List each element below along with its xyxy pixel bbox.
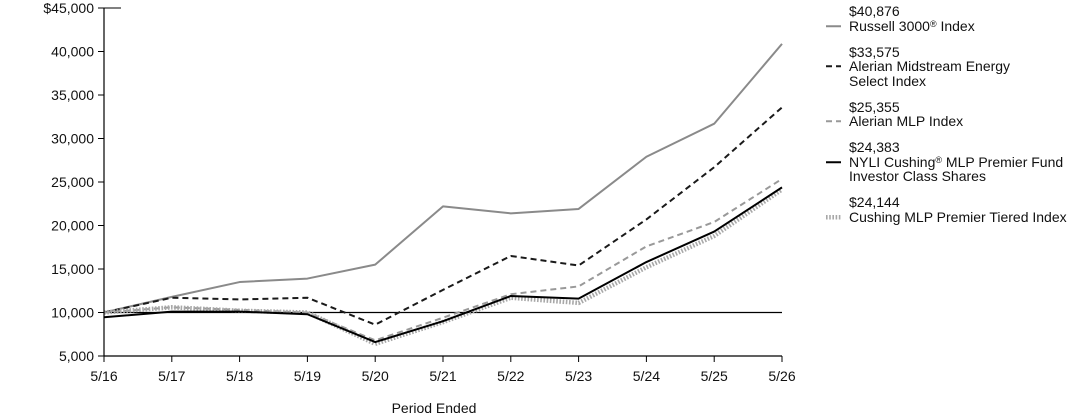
x-axis: 5/16 5/17 5/18 5/19 5/20 5/21 5/22 5/23 5/24 5/25…: [90, 355, 796, 384]
legend-row: Cushing MLP Premier Tiered Index: [826, 208, 1084, 225]
y-axis: $45,000 40,000 35,000 30,000 25,000 20,000 15,…: [43, 0, 121, 364]
legend-row: Russell 3000® Index: [826, 17, 1084, 34]
x-tick-label: 5/19: [294, 368, 321, 384]
y-tick-label: 20,000: [51, 217, 94, 233]
legend-row: Alerian Midstream Energy Select Index: [826, 59, 1084, 88]
legend-value: $33,575: [849, 43, 900, 60]
x-tick-label: 5/18: [226, 368, 253, 384]
legend-value: $24,144: [849, 194, 900, 210]
y-tick-label: 5,000: [59, 348, 94, 364]
legend-item: $40,876 Russell 3000® Index: [826, 4, 1084, 33]
y-tick-label: 10,000: [51, 304, 94, 320]
series-line: [103, 178, 783, 342]
y-tick-label: 35,000: [51, 87, 94, 103]
legend-label: Cushing MLP Premier Tiered Index: [849, 208, 1067, 225]
series-line: [103, 43, 783, 314]
y-tick-label: 40,000: [51, 43, 94, 59]
legend-row: NYLI Cushing® MLP Premier Fund Investor …: [826, 153, 1084, 184]
series-lines: [103, 43, 784, 347]
legend-value: $25,355: [849, 98, 900, 115]
x-axis-label: Period Ended: [392, 400, 477, 416]
x-tick-label: 5/25: [701, 368, 728, 384]
chart-legend: $40,876 Russell 3000® Index $33,575 Alerian…: [826, 4, 1084, 236]
series-line: [103, 186, 783, 344]
x-tick-label: 5/26: [768, 368, 795, 384]
x-tick-label: 5/17: [158, 368, 185, 384]
legend-label: NYLI Cushing® MLP Premier Fund Investor …: [849, 153, 1064, 184]
legend-swatch: [826, 24, 841, 27]
legend-row: Alerian MLP Index: [826, 114, 1084, 129]
legend-swatch: [826, 160, 841, 163]
legend-item: $24,144 Cushing MLP Premier Tiered Index: [826, 195, 1084, 224]
x-tick-label: 5/24: [633, 368, 660, 384]
legend-label: Alerian Midstream Energy Select Index: [849, 58, 1011, 89]
x-tick-label: 5/23: [565, 368, 592, 384]
y-tick-label: 25,000: [51, 174, 94, 190]
legend-value: $40,876: [849, 3, 900, 19]
x-tick-label: 5/22: [497, 368, 524, 384]
y-tick-label: $45,000: [43, 0, 94, 16]
legend-item: $33,575 Alerian Midstream Energy Select I…: [826, 43, 1084, 89]
legend-label: Russell 3000® Index: [849, 17, 975, 34]
series-line: [103, 106, 783, 326]
x-tick-label: 5/16: [90, 368, 117, 384]
legend-item: $24,383 NYLI Cushing® MLP Premier Fund In…: [826, 140, 1084, 184]
legend-swatch: [826, 120, 841, 123]
legend-label: Alerian MLP Index: [849, 113, 964, 129]
x-tick-label: 5/20: [362, 368, 389, 384]
legend-item: $25,355 Alerian MLP Index: [826, 98, 1084, 129]
y-tick-label: 30,000: [51, 130, 94, 146]
legend-swatch: [826, 65, 841, 68]
y-tick-label: 15,000: [51, 261, 94, 277]
legend-value: $24,383: [849, 139, 900, 155]
x-tick-label: 5/21: [429, 368, 456, 384]
legend-swatch: [826, 214, 841, 219]
